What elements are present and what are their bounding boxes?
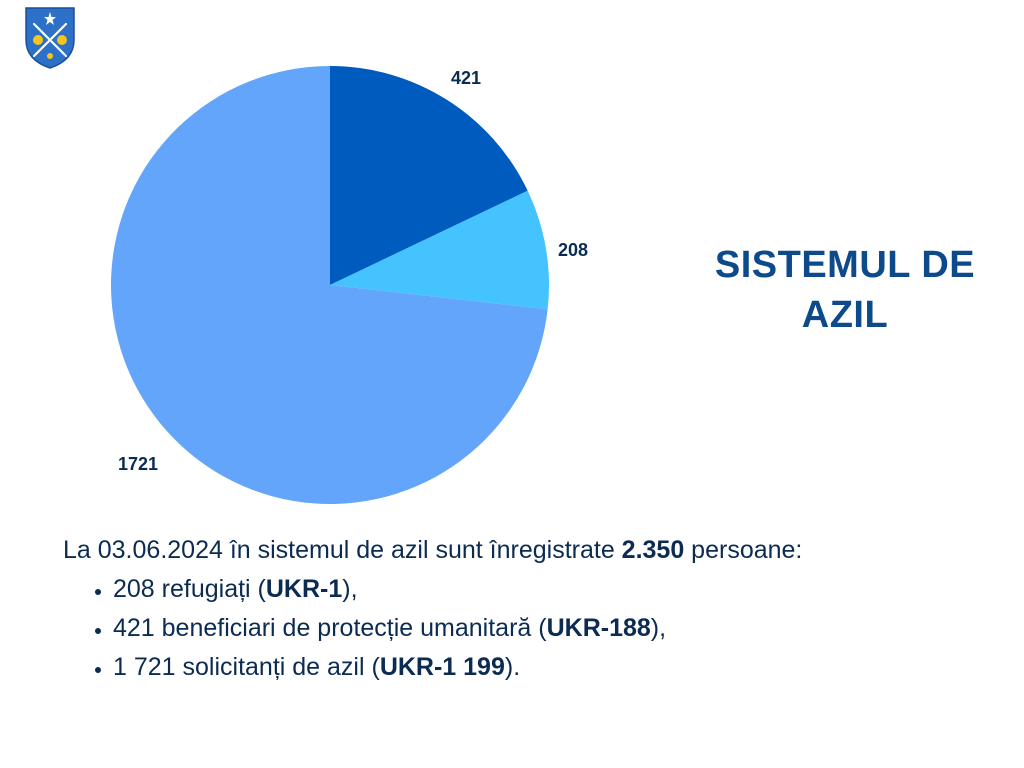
coat-of-arms-icon [25, 7, 75, 69]
pie-slice [330, 66, 528, 285]
breakdown-list: 208 refugiați (UKR-1), 421 beneficiari d… [63, 570, 1003, 687]
chart-title: SISTEMUL DE AZIL [714, 244, 976, 336]
list-item: 1 721 solicitanți de azil (UKR-1 199). [113, 648, 1003, 687]
info-text: La 03.06.2024 în sistemul de azil sunt î… [63, 532, 1003, 687]
intro-sentence: La 03.06.2024 în sistemul de azil sunt î… [63, 536, 803, 564]
pie-chart: 421 208 1721 [111, 66, 588, 504]
list-item: 421 beneficiari de protecție umanitară (… [113, 609, 1003, 648]
pie-slice [330, 190, 550, 310]
slice-value-label: 208 [558, 240, 588, 260]
pie-slice [111, 66, 548, 504]
slice-value-label: 421 [451, 68, 481, 88]
list-item: 208 refugiați (UKR-1), [113, 570, 1003, 609]
slice-value-label: 1721 [118, 454, 158, 474]
